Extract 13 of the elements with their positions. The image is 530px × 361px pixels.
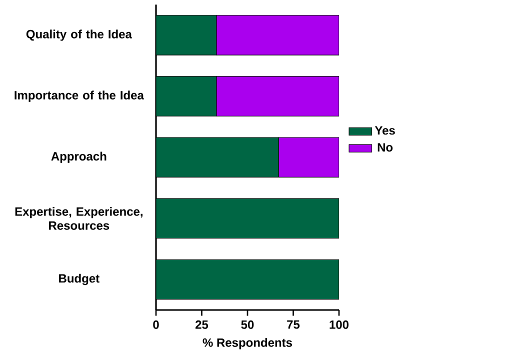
x-tick-label: 50 — [241, 320, 254, 329]
legend-label: Yes — [374, 126, 395, 135]
x-tick-label: 100 — [330, 320, 349, 329]
x-tick-label: 0 — [153, 320, 159, 329]
y-tick-label: Quality of the Idea — [26, 30, 132, 41]
x-tick-label: 25 — [196, 320, 208, 329]
y-tick-label: Importance of the Idea — [14, 90, 144, 102]
y-tick-label: Approach — [51, 152, 106, 163]
y-tick-label: Budget — [59, 274, 100, 286]
x-axis-title: % Respondents — [202, 338, 292, 350]
x-tick-label: 75 — [287, 320, 300, 329]
legend-label: No — [378, 143, 393, 152]
y-tick-label: Expertise, Experience, Resources — [15, 206, 142, 230]
